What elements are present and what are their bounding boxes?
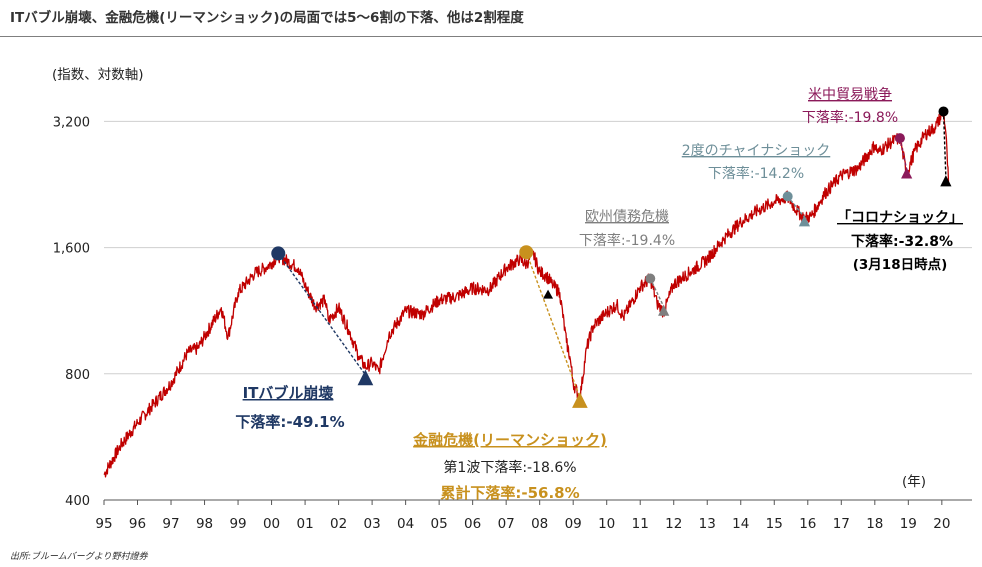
- corona-arrow: [942, 111, 947, 178]
- x-tick-label: 96: [129, 516, 146, 532]
- x-tick-label: 97: [162, 516, 179, 532]
- corona-label: 「コロナショック」: [837, 209, 963, 226]
- china-shock-peak-marker: [782, 191, 793, 202]
- x-tick-label: 16: [799, 516, 816, 532]
- it-bubble-trough-marker: [357, 369, 374, 386]
- index-line: [103, 110, 950, 478]
- gfc-first-wave-marker: [543, 289, 554, 299]
- x-tick-label: 10: [598, 516, 615, 532]
- y-tick-label: 3,200: [53, 115, 90, 130]
- trade-war-arrow: [899, 137, 908, 170]
- it-bubble-label: ITバブル崩壊: [243, 384, 334, 402]
- x-tick-label: 98: [196, 516, 213, 532]
- x-tick-label: 95: [95, 516, 112, 532]
- it-bubble-decline: 下落率:-49.1%: [235, 413, 344, 431]
- y-tick-label: 400: [65, 494, 90, 509]
- it-bubble-arrow: [277, 252, 366, 376]
- corona-note: (3月18日時点): [853, 256, 948, 273]
- euro-debt-trough-marker: [658, 304, 670, 316]
- x-tick-label: 19: [900, 516, 917, 532]
- source-note: 出所:ブルームバーグより野村證券: [10, 552, 148, 562]
- chart-series: [103, 110, 950, 478]
- china-shock-label: 2度のチャイナショック: [682, 143, 831, 159]
- x-tick-label: 09: [565, 516, 582, 532]
- x-tick-label: 04: [397, 516, 414, 532]
- gfc-peak-marker: [519, 245, 534, 260]
- y-tick-label: 1,600: [53, 242, 90, 257]
- gfc-label: 金融危機(リーマンショック): [412, 431, 607, 449]
- x-tick-label: 12: [665, 516, 682, 532]
- trade-war-label: 米中貿易戦争: [808, 87, 892, 103]
- it-bubble-peak-marker: [271, 246, 286, 261]
- gfc-total: 累計下落率:-56.8%: [440, 484, 579, 502]
- x-tick-label: 06: [464, 516, 481, 532]
- page-title: ITバブル崩壊、金融危機(リーマンショック)の局面では5～6割の下落、他は2割程…: [10, 10, 524, 26]
- x-tick-label: 17: [833, 516, 850, 532]
- y-tick-label: 800: [65, 368, 90, 383]
- china-shock-arrow: [787, 195, 805, 218]
- gfc-arrow: [525, 251, 581, 398]
- gfc-first-wave: 第1波下落率:-18.6%: [443, 459, 576, 476]
- corona-trough-marker: [940, 175, 952, 187]
- x-tick-label: 13: [699, 516, 716, 532]
- x-tick-label: 07: [498, 516, 515, 532]
- x-tick-label: 03: [364, 516, 381, 532]
- x-tick-label: 18: [866, 516, 883, 532]
- x-tick-label: 15: [766, 516, 783, 532]
- trade-war-trough-marker: [901, 167, 913, 179]
- x-tick-label: 00: [263, 516, 280, 532]
- euro-debt-arrow: [649, 278, 665, 307]
- gfc-trough-marker: [572, 392, 588, 408]
- corona-decline: 下落率:-32.8%: [851, 233, 953, 250]
- x-tick-label: 05: [431, 516, 448, 532]
- x-tick-label: 11: [632, 516, 649, 532]
- x-axis-label: (年): [902, 474, 926, 490]
- chart-axes: 400 800 1,600 3,200 95 96 97 98 99 00 01 02 03 04 05 06…: [52, 67, 972, 532]
- x-tick-label: 02: [330, 516, 347, 532]
- chart-marks: [271, 106, 952, 408]
- corona-peak-marker: [938, 106, 949, 117]
- trade-war-peak-marker: [894, 133, 905, 144]
- euro-debt-peak-marker: [645, 273, 656, 284]
- x-tick-label: 01: [296, 516, 313, 532]
- title-divider: [0, 36, 982, 37]
- china-shock-decline: 下落率:-14.2%: [708, 165, 804, 182]
- x-tick-label: 99: [229, 516, 246, 532]
- chart-grid: [104, 120, 972, 375]
- y-axis-label: (指数、対数軸): [52, 67, 144, 83]
- x-tick-label: 08: [531, 516, 548, 532]
- x-tick-label: 20: [933, 516, 950, 532]
- trade-war-decline: 下落率:-19.8%: [802, 109, 898, 126]
- euro-debt-decline: 下落率:-19.4%: [579, 232, 675, 249]
- x-tick-label: 14: [732, 516, 749, 532]
- china-shock-trough-marker: [798, 215, 811, 227]
- euro-debt-label: 欧州債務危機: [585, 209, 669, 225]
